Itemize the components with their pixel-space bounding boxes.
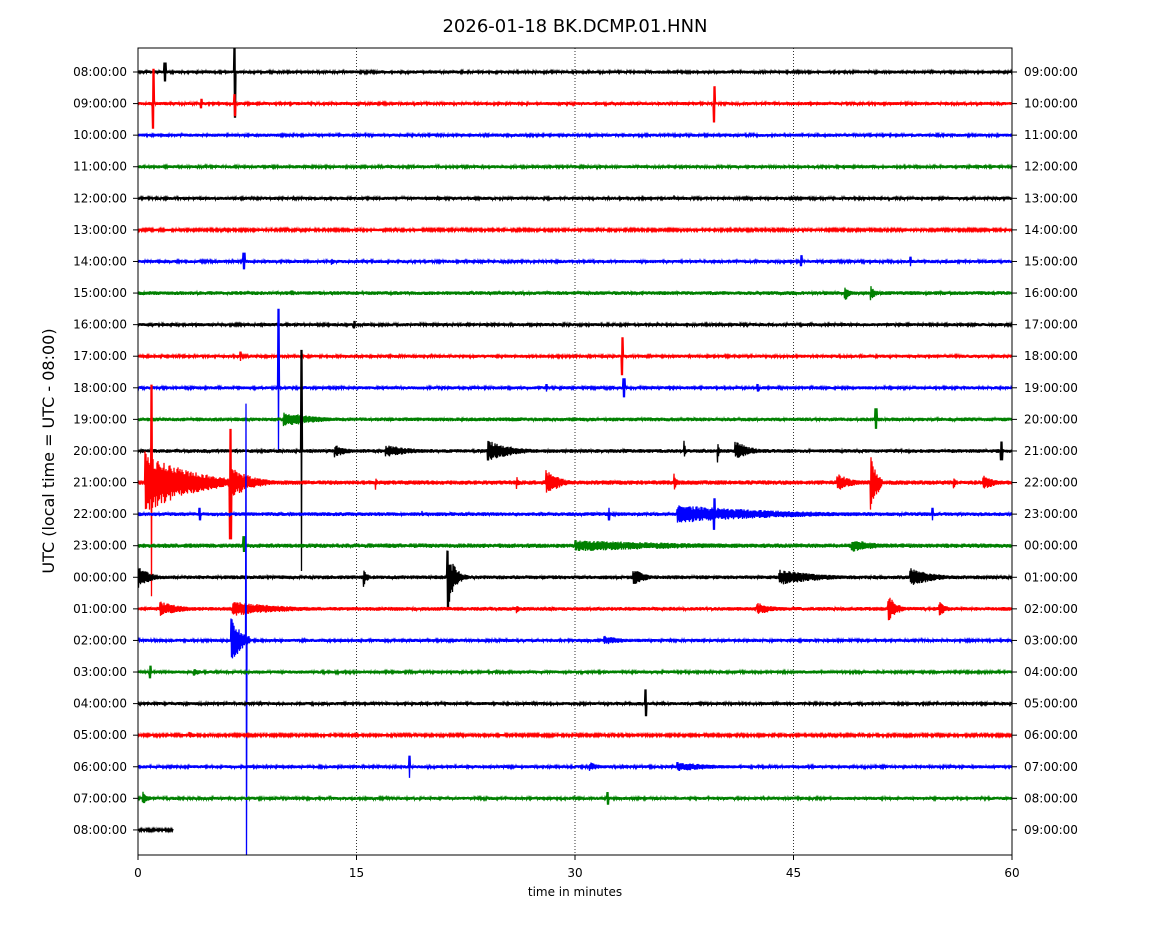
y-tick-label-left: 17:00:00 bbox=[73, 349, 127, 363]
y-tick-label-left: 11:00:00 bbox=[73, 160, 127, 174]
y-tick-label-left: 01:00:00 bbox=[73, 602, 127, 616]
x-tick-label: 45 bbox=[786, 866, 801, 880]
trace-130000-5 bbox=[138, 226, 1012, 234]
trace-110000-3 bbox=[138, 162, 1012, 171]
y-tick-label-right: 07:00:00 bbox=[1024, 760, 1078, 774]
trace-060000-22 bbox=[138, 755, 1012, 778]
y-tick-label-left: 03:00:00 bbox=[73, 665, 127, 679]
y-tick-label-left: 06:00:00 bbox=[73, 760, 127, 774]
y-tick-label-left: 13:00:00 bbox=[73, 223, 127, 237]
x-axis-label: time in minutes bbox=[528, 885, 622, 899]
y-tick-label-right: 13:00:00 bbox=[1024, 191, 1078, 205]
trace-020000-18 bbox=[138, 403, 1012, 855]
y-axis: 08:00:00 09:00:00 09:00:00 10:00:00 10:00:00… bbox=[73, 65, 1078, 837]
y-tick-label-left: 12:00:00 bbox=[73, 191, 127, 205]
y-tick-label-right: 21:00:00 bbox=[1024, 444, 1078, 458]
trace-230000-15 bbox=[138, 536, 1012, 553]
trace-100000-2 bbox=[138, 131, 1012, 139]
y-tick-label-right: 18:00:00 bbox=[1024, 349, 1078, 363]
y-tick-label-left: 02:00:00 bbox=[73, 633, 127, 647]
y-tick-label-left: 15:00:00 bbox=[73, 286, 127, 300]
y-tick-label-left: 18:00:00 bbox=[73, 381, 127, 395]
y-tick-label-right: 05:00:00 bbox=[1024, 697, 1078, 711]
y-tick-label-right: 08:00:00 bbox=[1024, 791, 1078, 805]
trace-190000-11 bbox=[138, 408, 1012, 429]
y-tick-label-left: 23:00:00 bbox=[73, 539, 127, 553]
y-tick-label-left: 00:00:00 bbox=[73, 570, 127, 584]
x-axis: 0 15 30 45 60 bbox=[134, 855, 1020, 880]
y-tick-label-right: 10:00:00 bbox=[1024, 97, 1078, 111]
trace-180000-10 bbox=[138, 308, 1012, 452]
y-tick-label-right: 14:00:00 bbox=[1024, 223, 1078, 237]
y-tick-label-right: 00:00:00 bbox=[1024, 539, 1078, 553]
y-tick-label-left: 16:00:00 bbox=[73, 318, 127, 332]
trace-090000-1 bbox=[138, 68, 1012, 129]
y-tick-label-left: 14:00:00 bbox=[73, 254, 127, 268]
trace-200000-12 bbox=[138, 349, 1012, 572]
y-tick-label-left: 04:00:00 bbox=[73, 697, 127, 711]
trace-150000-7 bbox=[138, 286, 1012, 301]
trace-000000-16 bbox=[138, 550, 1012, 611]
y-tick-label-left: 22:00:00 bbox=[73, 507, 127, 521]
grid-lines bbox=[356, 48, 794, 855]
chart-title: 2026-01-18 BK.DCMP.01.HNN bbox=[442, 16, 708, 37]
y-tick-label-right: 22:00:00 bbox=[1024, 476, 1078, 490]
y-tick-label-right: 01:00:00 bbox=[1024, 570, 1078, 584]
y-tick-label-right: 17:00:00 bbox=[1024, 318, 1078, 332]
y-tick-label-left: 19:00:00 bbox=[73, 412, 127, 426]
trace-140000-6 bbox=[138, 252, 1012, 270]
y-tick-label-right: 23:00:00 bbox=[1024, 507, 1078, 521]
y-tick-label-right: 03:00:00 bbox=[1024, 633, 1078, 647]
x-tick-label: 0 bbox=[134, 866, 142, 880]
y-tick-label-left: 21:00:00 bbox=[73, 476, 127, 490]
y-tick-label-left: 09:00:00 bbox=[73, 97, 127, 111]
x-tick-label: 30 bbox=[567, 866, 582, 880]
y-tick-label-left: 08:00:00 bbox=[73, 65, 127, 79]
y-tick-label-right: 19:00:00 bbox=[1024, 381, 1078, 395]
trace-120000-4 bbox=[138, 194, 1012, 203]
y-tick-label-left: 05:00:00 bbox=[73, 728, 127, 742]
trace-050000-21 bbox=[138, 731, 1012, 739]
trace-040000-20 bbox=[138, 689, 1012, 717]
trace-220000-14 bbox=[138, 498, 1012, 530]
trace-080000-0 bbox=[138, 48, 1012, 118]
x-tick-label: 60 bbox=[1004, 866, 1019, 880]
x-tick-label: 15 bbox=[349, 866, 364, 880]
trace-030000-19 bbox=[138, 665, 1012, 679]
y-tick-label-right: 09:00:00 bbox=[1024, 65, 1078, 79]
y-tick-label-left: 20:00:00 bbox=[73, 444, 127, 458]
y-tick-label-right: 09:00:00 bbox=[1024, 823, 1078, 837]
trace-070000-23 bbox=[138, 791, 1012, 805]
y-tick-label-right: 04:00:00 bbox=[1024, 665, 1078, 679]
trace-010000-17 bbox=[138, 597, 1012, 621]
y-tick-label-left: 10:00:00 bbox=[73, 128, 127, 142]
traces bbox=[138, 48, 1012, 855]
y-tick-label-right: 02:00:00 bbox=[1024, 602, 1078, 616]
y-axis-label: UTC (local time = UTC - 08:00) bbox=[39, 328, 58, 573]
y-tick-label-right: 15:00:00 bbox=[1024, 254, 1078, 268]
y-tick-label-right: 06:00:00 bbox=[1024, 728, 1078, 742]
trace-170000-9 bbox=[138, 337, 1012, 376]
y-tick-label-right: 20:00:00 bbox=[1024, 412, 1078, 426]
y-tick-label-right: 11:00:00 bbox=[1024, 128, 1078, 142]
y-tick-label-left: 08:00:00 bbox=[73, 823, 127, 837]
y-tick-label-right: 12:00:00 bbox=[1024, 160, 1078, 174]
y-tick-label-right: 16:00:00 bbox=[1024, 286, 1078, 300]
trace-160000-8 bbox=[138, 320, 1012, 329]
trace-210000-13 bbox=[138, 384, 1012, 597]
trace-080000-24 bbox=[138, 826, 174, 834]
y-tick-label-left: 07:00:00 bbox=[73, 791, 127, 805]
